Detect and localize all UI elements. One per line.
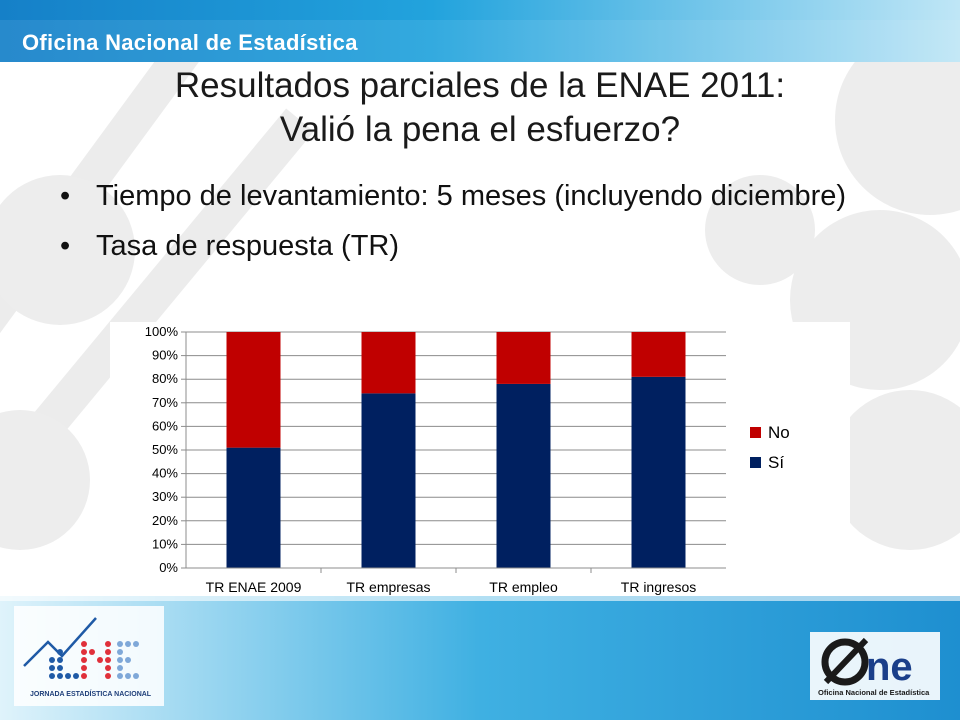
one-logo-caption: Oficina Nacional de Estadística xyxy=(818,688,930,697)
bar-segment-si xyxy=(226,447,281,568)
y-tick-label: 40% xyxy=(152,466,178,481)
x-tick-label: TR ingresos xyxy=(621,579,696,595)
y-tick-label: 80% xyxy=(152,371,178,386)
bullet-text: Tiempo de levantamiento: 5 meses (incluy… xyxy=(96,180,847,212)
y-tick-label: 0% xyxy=(159,560,178,575)
slide-title-line1: Resultados parciales de la ENAE 2011: xyxy=(174,66,786,105)
bullet-item: • Tiempo de levantamiento: 5 meses (inclu… xyxy=(60,178,920,214)
y-tick-label: 10% xyxy=(152,536,178,551)
x-tick-label: TR empleo xyxy=(489,579,558,595)
y-tick-label: 60% xyxy=(152,418,178,433)
legend-label-si: Sí xyxy=(768,453,784,472)
chart-background xyxy=(110,322,850,604)
y-tick-label: 90% xyxy=(152,348,178,363)
x-tick-label: TR empresas xyxy=(346,579,430,595)
header-band xyxy=(0,0,960,62)
legend-swatch-no xyxy=(750,427,761,438)
one-logo: ne Oficina Nacional de Estadística xyxy=(810,632,940,700)
y-tick-label: 30% xyxy=(152,489,178,504)
slide-title: Resultados parciales de la ENAE 2011: Va… xyxy=(40,64,920,152)
header-org-name: Oficina Nacional de Estadística xyxy=(22,30,358,55)
legend-swatch-si xyxy=(750,457,761,468)
y-tick-label: 20% xyxy=(152,513,178,528)
y-tick-label: 70% xyxy=(152,395,178,410)
bullet-text: Tasa de respuesta (TR) xyxy=(96,230,400,262)
one-logo-text: ne xyxy=(866,645,913,689)
bullet-list: • Tiempo de levantamiento: 5 meses (inclu… xyxy=(60,178,920,278)
jornada-logo: JORNADA ESTADÍSTICA NACIONAL xyxy=(14,606,164,706)
bar-segment-no xyxy=(496,332,551,384)
bar-segment-no xyxy=(226,332,281,448)
bullet-dot-icon: • xyxy=(60,180,71,212)
legend-label-no: No xyxy=(768,423,790,442)
y-tick-label: 50% xyxy=(152,442,178,457)
slide-title-line2: Valió la pena el esfuerzo? xyxy=(279,110,681,149)
bar-segment-si xyxy=(631,376,686,568)
bar-segment-si xyxy=(361,393,416,568)
jornada-logo-caption: JORNADA ESTADÍSTICA NACIONAL xyxy=(30,689,152,698)
stacked-bar-chart: 0% 10% 20% 30% 40% 50% 60% 70% 80% 90% 100% TR ENAE… xyxy=(110,322,850,604)
bar-segment-no xyxy=(631,332,686,377)
bar-segment-si xyxy=(496,383,551,568)
x-tick-label: TR ENAE 2009 xyxy=(206,579,302,595)
y-tick-label: 100% xyxy=(145,324,179,339)
one-logo-o-icon xyxy=(821,638,869,686)
bullet-item: • Tasa de respuesta (TR) xyxy=(60,228,920,264)
bullet-dot-icon: • xyxy=(60,230,71,262)
footer-band: JORNADA ESTADÍSTICA NACIONAL ne Oficina … xyxy=(0,596,960,720)
bar-segment-no xyxy=(361,332,416,394)
